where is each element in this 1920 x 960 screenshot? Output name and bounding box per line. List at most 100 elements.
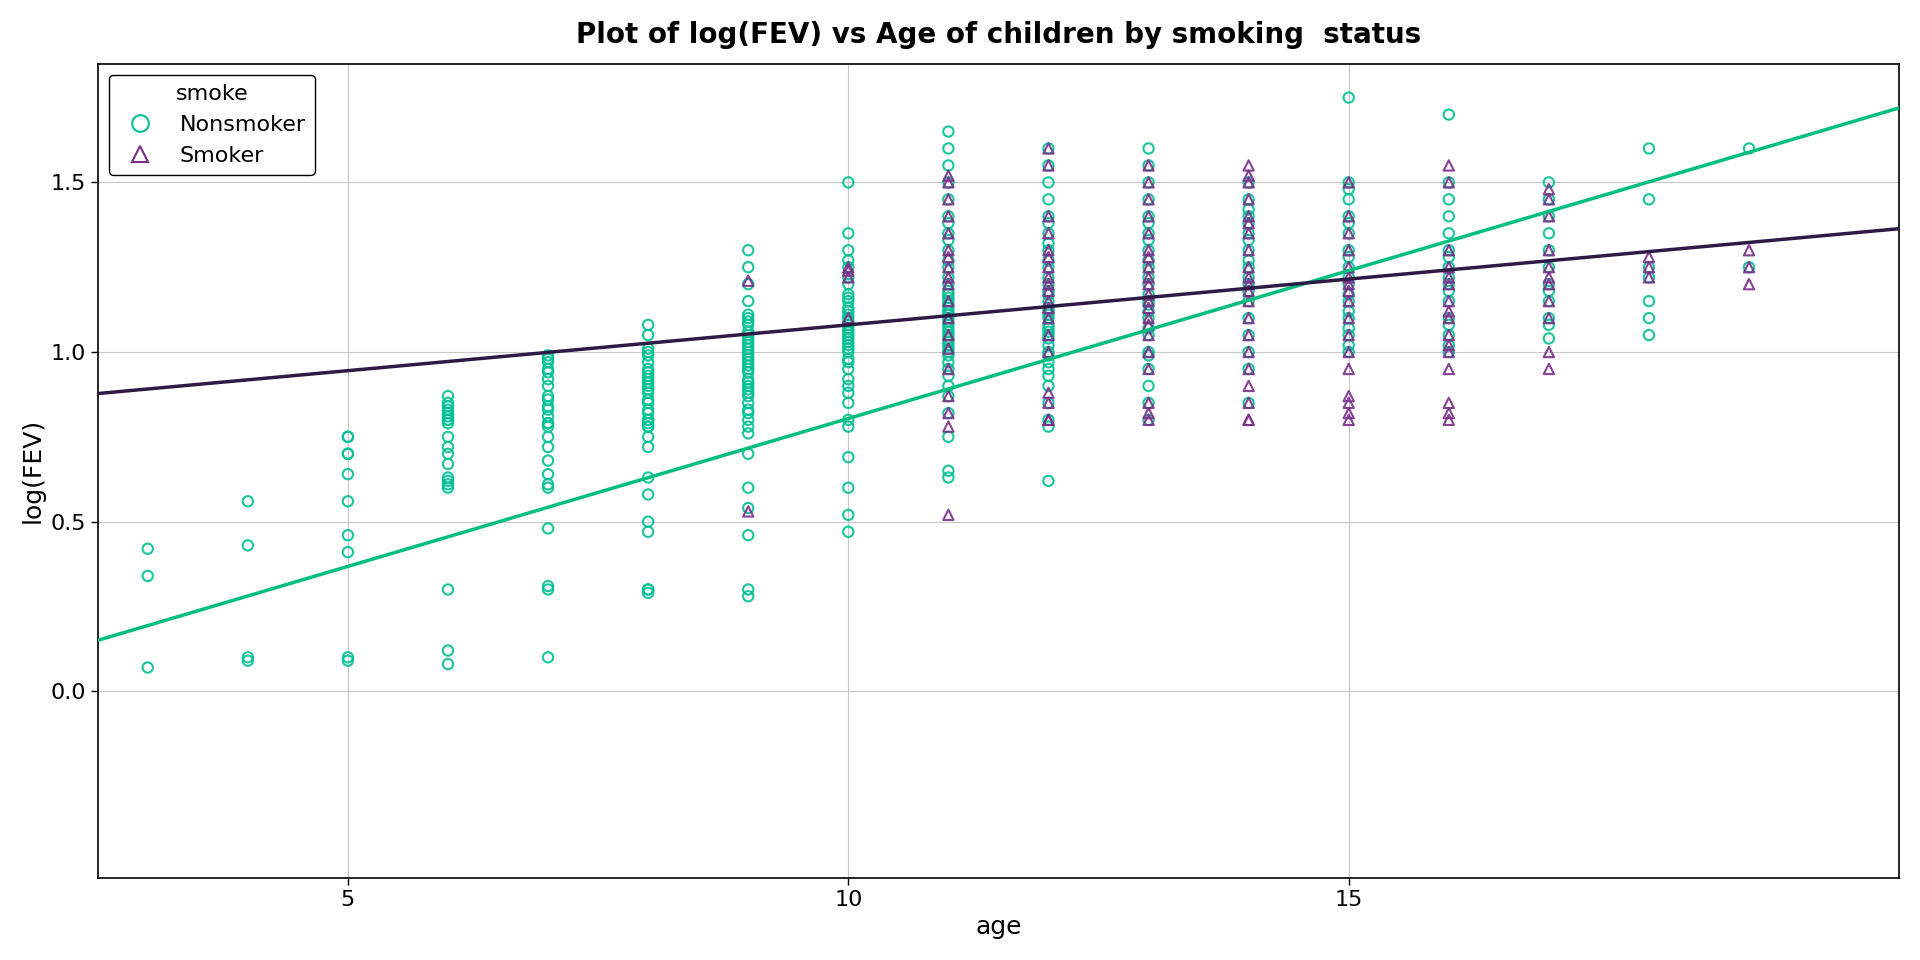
Point (634, 372, 664, 387)
Point (332, 429, 363, 444)
Point (1233, 396, 1263, 411)
Point (933, 314, 964, 329)
Title: Plot of log(FEV) vs Age of children by smoking  status: Plot of log(FEV) vs Age of children by s… (576, 21, 1421, 49)
Point (1133, 405, 1164, 420)
Point (933, 361, 964, 376)
Point (1033, 252, 1064, 268)
Point (1033, 348, 1064, 363)
Point (1332, 405, 1363, 420)
Point (1133, 321, 1164, 336)
Point (1233, 243, 1263, 258)
Point (1332, 259, 1363, 275)
Point (1332, 345, 1363, 360)
Point (1133, 412, 1164, 427)
Point (1233, 175, 1263, 190)
Point (1133, 396, 1164, 411)
Point (933, 294, 964, 309)
Point (1033, 276, 1064, 292)
Point (1534, 331, 1565, 347)
Point (933, 259, 964, 275)
Point (1434, 107, 1465, 122)
Point (733, 327, 764, 343)
Point (1434, 226, 1465, 241)
Point (1233, 259, 1263, 275)
Point (1133, 157, 1164, 173)
Point (634, 341, 664, 356)
Point (833, 294, 864, 309)
Point (733, 402, 764, 418)
Point (1634, 310, 1665, 325)
Point (332, 653, 363, 668)
Point (933, 290, 964, 305)
Point (933, 469, 964, 485)
Point (1434, 338, 1465, 353)
Point (634, 586, 664, 601)
Point (733, 480, 764, 495)
Point (1033, 215, 1064, 230)
Point (1332, 270, 1363, 285)
Point (1233, 361, 1263, 376)
Point (1133, 361, 1164, 376)
Point (1332, 361, 1363, 376)
Point (1133, 317, 1164, 332)
Point (1033, 307, 1064, 323)
Point (1332, 175, 1363, 190)
Point (1734, 276, 1764, 292)
Point (1133, 259, 1164, 275)
Point (733, 396, 764, 411)
Point (833, 338, 864, 353)
Point (933, 192, 964, 207)
Point (532, 520, 563, 536)
Point (833, 331, 864, 347)
Point (1434, 310, 1465, 325)
Point (733, 317, 764, 332)
Point (1534, 259, 1565, 275)
Point (1033, 270, 1064, 285)
Point (1233, 294, 1263, 309)
Point (634, 365, 664, 380)
Point (1332, 208, 1363, 224)
Point (1233, 270, 1263, 285)
Point (634, 374, 664, 390)
Point (1233, 232, 1263, 248)
Point (132, 541, 163, 557)
Point (1233, 243, 1263, 258)
Point (933, 334, 964, 349)
Point (933, 276, 964, 292)
Point (532, 365, 563, 380)
Point (933, 252, 964, 268)
Point (634, 405, 664, 420)
Point (1033, 345, 1064, 360)
Point (1033, 283, 1064, 299)
Point (634, 396, 664, 411)
Point (432, 398, 463, 414)
Point (1133, 345, 1164, 360)
Point (634, 385, 664, 400)
Point (1033, 412, 1064, 427)
Point (1033, 226, 1064, 241)
Point (933, 324, 964, 339)
Point (833, 412, 864, 427)
Point (733, 582, 764, 597)
Point (1332, 310, 1363, 325)
Point (634, 361, 664, 376)
Point (1434, 327, 1465, 343)
Point (1033, 236, 1064, 252)
Point (1332, 192, 1363, 207)
Point (1332, 287, 1363, 302)
Point (1033, 208, 1064, 224)
Point (833, 287, 864, 302)
Point (1434, 259, 1465, 275)
Point (1332, 327, 1363, 343)
Point (1434, 270, 1465, 285)
Point (1133, 378, 1164, 394)
Point (933, 429, 964, 444)
Point (1734, 141, 1764, 156)
Point (933, 276, 964, 292)
Point (833, 243, 864, 258)
Point (1133, 310, 1164, 325)
Point (332, 429, 363, 444)
Point (1332, 226, 1363, 241)
Point (1434, 294, 1465, 309)
Point (532, 372, 563, 387)
